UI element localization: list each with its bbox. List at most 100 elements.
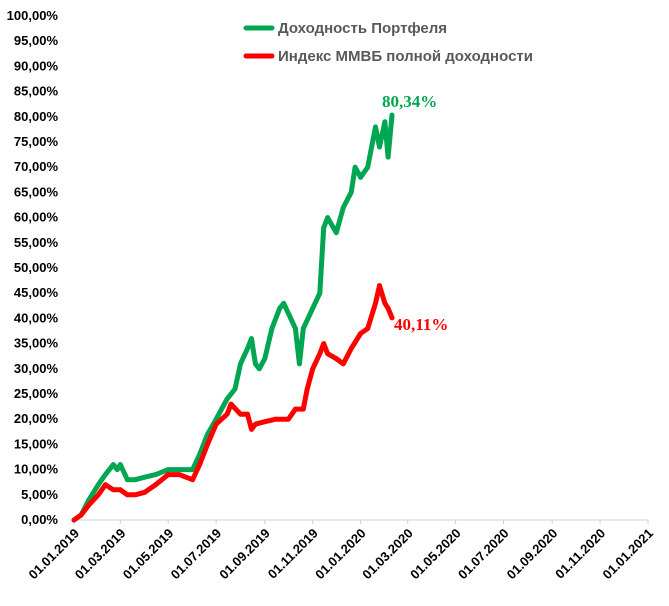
- series-1-point: [358, 174, 363, 180]
- series-1-point: [103, 472, 108, 477]
- series-2-point: [190, 477, 196, 483]
- series-1-point: [269, 326, 275, 331]
- y-tick-label: 0,00%: [21, 512, 58, 527]
- series-line-1: [71, 112, 395, 523]
- series-1-point: [153, 472, 159, 477]
- series-2-point: [262, 419, 268, 425]
- series-1-point: [176, 467, 182, 472]
- series-1-point: [117, 462, 123, 467]
- series-1-point: [125, 477, 130, 483]
- series-2-point: [317, 351, 323, 357]
- legend-label-1: Доходность Портфеля: [278, 20, 447, 37]
- series-2-point: [95, 492, 101, 498]
- series-1-point: [348, 190, 354, 195]
- series-2-point: [385, 305, 391, 311]
- series-1-point: [281, 300, 287, 306]
- x-tick-label: 01.05.2019: [120, 526, 177, 583]
- series-2-point: [340, 361, 346, 367]
- y-tick-label: 80,00%: [14, 109, 59, 124]
- series-2-point: [333, 356, 339, 362]
- series-2-point: [321, 341, 327, 346]
- series-2-point: [273, 416, 279, 422]
- x-tick-label: 01.05.2020: [407, 526, 464, 583]
- series-2-point: [325, 351, 330, 357]
- series-2-point: [153, 482, 159, 488]
- x-tick-label: 01.07.2019: [168, 526, 225, 583]
- series-2-point: [382, 300, 388, 306]
- series-1-point: [142, 474, 148, 480]
- series-1-point: [325, 215, 330, 221]
- y-tick-label: 15,00%: [14, 436, 59, 451]
- series-2-point: [165, 472, 171, 477]
- series-2-point: [245, 411, 250, 417]
- series-2-point: [377, 283, 382, 288]
- series-2-point: [358, 331, 363, 336]
- series-1-point: [385, 154, 391, 160]
- series-2-point: [213, 421, 219, 427]
- series-1-point: [238, 361, 243, 367]
- series-1-point: [293, 326, 298, 331]
- x-tick-label: 01.09.2019: [216, 526, 273, 583]
- y-tick-label: 25,00%: [14, 386, 59, 401]
- y-tick-label: 35,00%: [14, 336, 59, 351]
- y-tick-label: 85,00%: [14, 84, 59, 99]
- y-tick-label: 45,00%: [14, 285, 59, 300]
- series-2-point: [348, 346, 354, 351]
- series-1-point: [389, 112, 395, 118]
- y-tick-label: 5,00%: [21, 487, 58, 502]
- series-2-point: [249, 426, 254, 432]
- series-2-point: [86, 502, 92, 508]
- series-layer: [71, 112, 395, 523]
- series-2-point: [365, 326, 371, 331]
- series-2-point: [71, 517, 77, 523]
- series-1-point: [333, 230, 339, 236]
- series-2-point: [310, 366, 316, 372]
- series-2-point: [125, 492, 130, 498]
- series-2-point: [224, 411, 230, 417]
- series-2-point: [117, 487, 123, 493]
- series-2-point: [228, 401, 234, 407]
- legend-label-2: Индекс ММВБ полной доходности: [278, 48, 533, 65]
- series-2-point: [389, 315, 395, 321]
- y-tick-label: 30,00%: [14, 361, 59, 376]
- y-tick-label: 65,00%: [14, 184, 59, 199]
- series-1-point: [224, 396, 230, 402]
- series-1-point: [114, 467, 120, 472]
- series-1-point: [317, 290, 323, 296]
- y-tick-label: 95,00%: [14, 33, 59, 48]
- x-tick-label: 01.03.2019: [72, 526, 129, 583]
- series-2-point: [238, 411, 243, 417]
- series-1-point: [300, 326, 306, 331]
- series-1-point: [232, 386, 238, 392]
- x-tick-label: 01.01.2021: [599, 526, 656, 583]
- x-axis-labels: 01.01.201901.03.201901.05.201901.07.2019…: [25, 520, 656, 582]
- series-1-point: [286, 311, 291, 316]
- x-tick-label: 01.03.2020: [359, 526, 416, 583]
- series-2-point: [103, 482, 108, 488]
- series-1-point: [310, 305, 316, 311]
- y-tick-label: 90,00%: [14, 58, 59, 73]
- series-2-point: [110, 487, 116, 493]
- series-2-point: [293, 406, 298, 412]
- series-1-point: [110, 462, 116, 467]
- legend: Доходность Портфеля Индекс ММВБ полной до…: [243, 20, 533, 65]
- y-tick-label: 100,00%: [7, 8, 59, 23]
- series-2-point: [304, 386, 310, 392]
- x-tick-label: 01.09.2020: [504, 526, 561, 583]
- y-tick-label: 60,00%: [14, 210, 59, 225]
- series-1-point: [245, 346, 250, 351]
- y-tick-label: 75,00%: [14, 134, 59, 149]
- series-1-point: [297, 361, 302, 367]
- y-tick-label: 55,00%: [14, 235, 59, 250]
- series-1-point: [382, 119, 388, 125]
- series-2-point: [286, 416, 291, 422]
- series-1-point: [256, 366, 262, 372]
- series-2-point: [205, 442, 210, 447]
- series-1-point: [95, 482, 101, 488]
- x-tick-label: 01.07.2020: [455, 526, 512, 583]
- series-1-end-label: 80,34%: [382, 92, 437, 111]
- series-2-point: [253, 421, 258, 427]
- series-2-point: [373, 300, 378, 306]
- series-1-point: [132, 477, 138, 483]
